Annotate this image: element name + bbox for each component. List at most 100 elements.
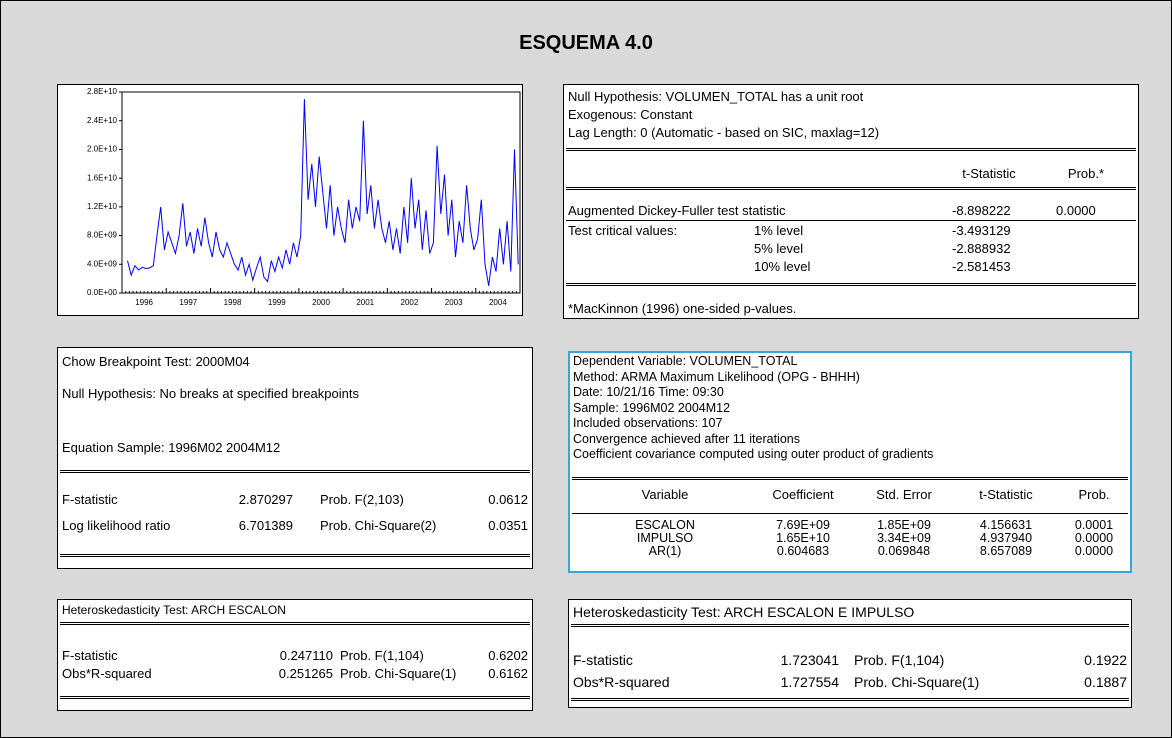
test-label: Prob. Chi-Square(1) [854,674,980,690]
t-stat: -2.888932 [952,241,1011,256]
column-header: Variable [641,487,689,502]
header-line: Sample: 1996M02 2004M12 [573,400,731,415]
value: 0.0001 [1074,518,1114,532]
test-label: Prob. F(1,104) [340,648,424,663]
separator [60,696,530,699]
x-tick-label: 1997 [179,298,197,307]
x-tick-label: 2004 [489,298,507,307]
separator [566,283,1136,286]
column-header: Prob.* [1067,166,1105,181]
page-title: ESQUEMA 4.0 [519,32,653,54]
header-line: Equation Sample: 1996M02 2004M12 [62,440,281,455]
separator [571,624,1129,627]
level: 1% level [754,223,804,238]
test-label: Prob. Chi-Square(1) [340,666,457,681]
prob: 0.6202 [488,648,528,663]
value: 1.85E+09 [877,518,931,532]
test-label: Prob. F(2,103) [320,492,404,507]
header-line: Convergence achieved after 11 iterations [573,431,800,446]
y-tick-label: 2.8E+10 [87,87,118,96]
value: 0.069848 [877,544,931,558]
column-header: t-Statistic [962,166,1016,181]
value: 4.937940 [979,531,1033,545]
prob: 0.0000 [1056,203,1096,218]
arma-panel: Dependent Variable: VOLUMEN_TOTAL Method:… [568,351,1132,573]
x-tick-label: 2001 [356,298,374,307]
t-stat: -3.493129 [952,223,1011,238]
column-header: Coefficient [772,487,834,502]
arch2-panel: Heteroskedasticity Test: ARCH ESCALON E … [568,599,1132,708]
x-tick-label: 1999 [268,298,286,307]
header-line: Exogenous: Constant [568,107,693,122]
header-line: Included observations: 107 [573,416,723,430]
row-label: Test critical values: [568,223,678,238]
x-tick-label: 2003 [445,298,463,307]
value: 7.69E+09 [776,518,830,532]
chart: 0.0E+00 4.0E+09 8.0E+09 1.2E+10 1.6E+10 2.0E+… [87,87,521,307]
value: 1.723041 [780,652,839,668]
separator [572,513,1128,514]
footnote: *MacKinnon (1996) one-sided p-values. [568,301,797,316]
value: 0.0000 [1074,544,1114,558]
chart-panel: 0.0E+00 4.0E+09 8.0E+09 1.2E+10 1.6E+10 2.0E+… [57,84,523,316]
value: 1.65E+10 [776,531,830,545]
column-header: Prob. [1078,487,1110,502]
row-label: Obs*R-squared [573,674,670,690]
value: 8.657089 [979,544,1033,558]
y-tick-label: 0.0E+00 [87,288,118,297]
column-header: t-Statistic [979,487,1033,502]
y-tick-label: 8.0E+09 [87,231,118,240]
separator [566,220,1136,221]
header-line: Lag Length: 0 (Automatic - based on SIC,… [568,125,880,140]
value: 2.870297 [238,492,293,507]
separator [60,470,530,473]
prob: 0.0612 [488,492,528,507]
chow-panel: Chow Breakpoint Test: 2000M04 Null Hypot… [57,347,533,569]
separator [571,698,1129,701]
value: 1.727554 [780,674,839,690]
row-label: F-statistic [573,652,633,668]
header-line: Method: ARMA Maximum Likelihood (OPG - B… [573,369,860,384]
test-label: Prob. Chi-Square(2) [320,518,437,533]
test-title: Heteroskedasticity Test: ARCH ESCALON [62,603,286,617]
separator [566,148,1136,151]
plot-frame [121,91,521,294]
prob: 0.1887 [1084,674,1127,690]
column-header: Std. Error [876,487,932,502]
prob: 0.0351 [488,518,528,533]
x-tick-label: 2000 [312,298,330,307]
t-stat: -2.581453 [952,259,1011,274]
y-tick-label: 4.0E+09 [87,259,118,268]
value: 4.156631 [979,518,1033,532]
series-line [127,99,519,286]
header-line: Date: 10/21/16 Time: 09:30 [573,385,724,399]
level: 5% level [754,241,804,256]
y-tick-label: 2.0E+10 [87,145,118,154]
header-line: Dependent Variable: VOLUMEN_TOTAL [573,354,798,368]
separator [60,622,530,625]
separator [572,477,1128,480]
variable: IMPULSO [636,531,694,545]
row-label: Obs*R-squared [62,666,152,681]
separator [60,554,530,557]
test-title: Heteroskedasticity Test: ARCH ESCALON E … [573,604,915,620]
x-tick-label: 2002 [401,298,419,307]
arch1-panel: Heteroskedasticity Test: ARCH ESCALON F-… [57,599,533,711]
header-line: Coefficient covariance computed using ou… [573,447,934,461]
variable: AR(1) [648,544,682,558]
header-line: Null Hypothesis: No breaks at specified … [62,386,359,401]
value: 6.701389 [238,518,293,533]
value: 0.247110 [279,648,333,663]
y-tick-label: 2.4E+10 [87,116,118,125]
row-label: Augmented Dickey-Fuller test statistic [568,203,786,218]
header-line: Chow Breakpoint Test: 2000M04 [62,354,250,369]
value: 0.251265 [278,666,333,681]
t-stat: -8.898222 [952,203,1011,218]
prob: 0.6162 [488,666,528,681]
header-line: Null Hypothesis: VOLUMEN_TOTAL has a uni… [568,89,864,104]
variable: ESCALON [635,518,695,532]
x-tick-label: 1996 [135,298,153,307]
separator [566,187,1136,190]
test-label: Prob. F(1,104) [854,652,945,668]
